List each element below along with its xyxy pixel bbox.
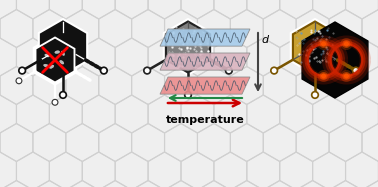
Circle shape — [321, 42, 326, 47]
Polygon shape — [36, 38, 74, 82]
Ellipse shape — [55, 51, 60, 53]
Ellipse shape — [50, 65, 54, 68]
Circle shape — [344, 42, 349, 47]
Circle shape — [101, 67, 107, 74]
Circle shape — [226, 67, 232, 74]
Ellipse shape — [45, 54, 50, 57]
Polygon shape — [41, 22, 85, 73]
Text: temperature: temperature — [166, 115, 244, 125]
Circle shape — [321, 73, 326, 79]
Polygon shape — [160, 29, 250, 46]
Circle shape — [52, 99, 58, 105]
Circle shape — [16, 78, 22, 84]
Circle shape — [312, 92, 318, 98]
Circle shape — [60, 92, 66, 98]
Circle shape — [341, 70, 352, 82]
Circle shape — [342, 40, 350, 48]
Circle shape — [318, 70, 330, 82]
Circle shape — [344, 73, 349, 79]
Polygon shape — [293, 22, 337, 73]
Circle shape — [341, 38, 352, 50]
Polygon shape — [166, 22, 210, 73]
Circle shape — [342, 72, 350, 80]
Polygon shape — [302, 22, 368, 98]
Polygon shape — [160, 53, 250, 70]
Ellipse shape — [60, 60, 64, 64]
Text: d: d — [261, 35, 268, 45]
Circle shape — [144, 67, 150, 74]
Ellipse shape — [61, 51, 65, 56]
Circle shape — [320, 40, 328, 48]
Polygon shape — [160, 77, 250, 94]
Circle shape — [353, 67, 359, 74]
Circle shape — [318, 38, 330, 50]
Ellipse shape — [43, 64, 48, 67]
Circle shape — [185, 92, 191, 98]
Circle shape — [320, 72, 328, 80]
Circle shape — [19, 67, 25, 74]
Circle shape — [271, 67, 277, 74]
